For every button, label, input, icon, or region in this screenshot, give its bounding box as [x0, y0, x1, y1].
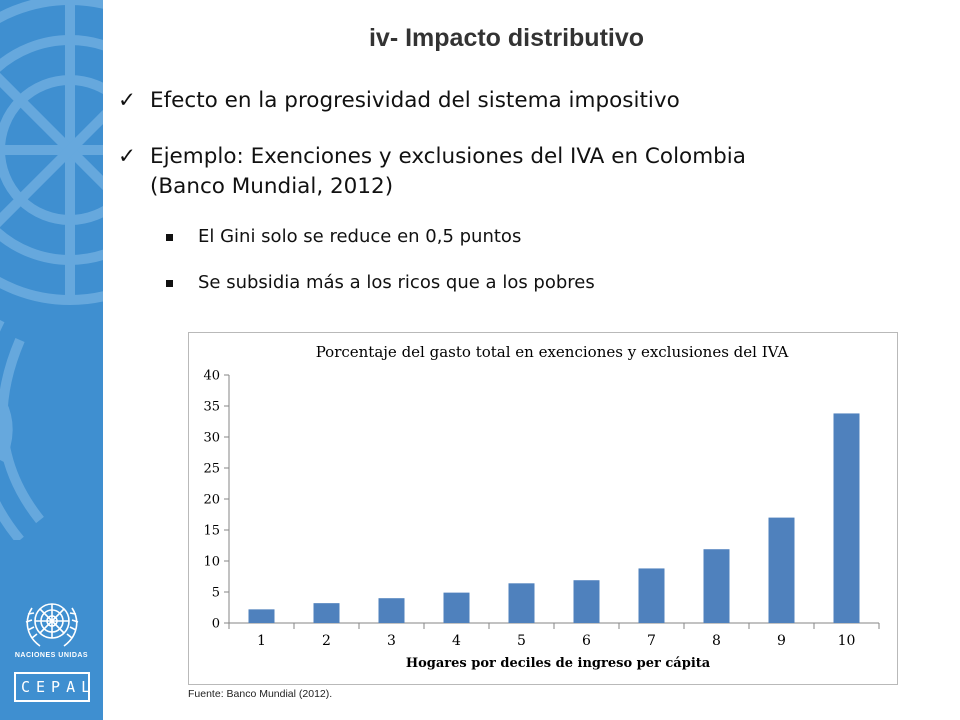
- bar: [768, 517, 795, 623]
- source-note: Fuente: Banco Mundial (2012).: [188, 688, 333, 700]
- y-tick-label: 25: [203, 462, 220, 477]
- bar: [833, 413, 860, 623]
- bar: [638, 568, 665, 623]
- bar: [703, 549, 730, 623]
- y-tick-label: 40: [203, 369, 220, 384]
- bullet-text-line1: Ejemplo: Exenciones y exclusiones del IV…: [150, 144, 746, 169]
- bullet-text-line2: (Banco Mundial, 2012): [150, 174, 394, 199]
- x-tick-label: 9: [777, 633, 786, 649]
- checkmark-icon: ✓: [118, 88, 137, 113]
- bullet-text: Ejemplo: Exenciones y exclusiones del IV…: [150, 142, 930, 202]
- org-name-label: NACIONES UNIDAS: [14, 652, 89, 659]
- bar: [248, 609, 275, 623]
- x-tick-label: 3: [387, 633, 396, 649]
- x-tick-label: 1: [257, 633, 266, 649]
- bar: [443, 592, 470, 623]
- x-tick-label: 4: [452, 633, 461, 649]
- bar: [313, 603, 340, 623]
- bar: [573, 580, 600, 623]
- chart-container: Porcentaje del gasto total en exenciones…: [188, 332, 898, 685]
- bar: [508, 583, 535, 623]
- x-tick-label: 7: [647, 633, 656, 649]
- un-emblem-watermark-icon: [0, 0, 103, 540]
- un-emblem-icon: [25, 603, 79, 647]
- checkmark-icon: ✓: [118, 144, 137, 169]
- sub-bullet-text: El Gini solo se reduce en 0,5 puntos: [198, 226, 522, 247]
- square-bullet-icon: [166, 280, 173, 287]
- y-tick-label: 5: [212, 586, 220, 601]
- square-bullet-icon: [166, 234, 173, 241]
- chart-title: Porcentaje del gasto total en exenciones…: [316, 343, 789, 361]
- x-axis-label: Hogares por deciles de ingreso per cápit…: [406, 656, 711, 671]
- sub-bullet-text: Se subsidia más a los ricos que a los po…: [198, 272, 595, 293]
- bullet-text: Efecto en la progresividad del sistema i…: [150, 88, 680, 113]
- x-tick-label: 5: [517, 633, 526, 649]
- y-tick-label: 0: [212, 617, 220, 632]
- sidebar-band: NACIONES UNIDAS CEPAL: [0, 0, 103, 720]
- y-tick-label: 15: [203, 524, 220, 539]
- x-tick-label: 10: [838, 633, 856, 649]
- slide-title: iv- Impacto distributivo: [368, 24, 645, 52]
- y-tick-label: 20: [203, 493, 220, 508]
- bar-chart: Porcentaje del gasto total en exenciones…: [203, 343, 880, 671]
- bar: [378, 598, 405, 623]
- y-tick-label: 10: [203, 555, 220, 570]
- cepal-logo: CEPAL: [14, 672, 90, 702]
- y-tick-label: 35: [203, 400, 220, 415]
- x-tick-label: 2: [322, 633, 331, 649]
- y-tick-label: 30: [203, 431, 220, 446]
- x-tick-label: 8: [712, 633, 721, 649]
- x-tick-label: 6: [582, 633, 591, 649]
